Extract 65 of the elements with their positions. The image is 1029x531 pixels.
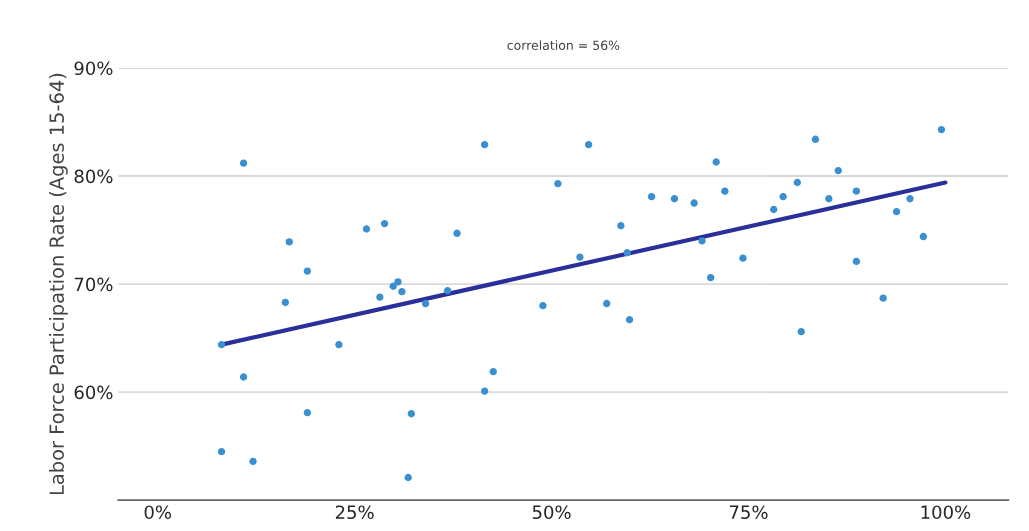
point [811, 135, 820, 143]
point [623, 249, 631, 257]
point [852, 187, 861, 195]
point [380, 219, 389, 228]
point [937, 125, 946, 134]
point [303, 409, 312, 417]
point [670, 195, 679, 203]
x-tick-label: 100% [921, 505, 971, 520]
point [584, 141, 593, 149]
point [797, 327, 805, 336]
y-tick-label: 80% [74, 169, 113, 184]
point [625, 316, 634, 324]
text: correlation = 56% [507, 40, 620, 50]
point [603, 299, 611, 308]
y-axis-title: Labor Force Participation Rate (Ages 15-64) [48, 73, 68, 495]
point [879, 294, 887, 302]
point [281, 298, 289, 307]
point [698, 237, 706, 245]
y-tick-label: 90% [74, 61, 113, 76]
point [249, 457, 257, 465]
y-tick-label: 60% [74, 385, 113, 400]
point [793, 178, 801, 187]
point [389, 282, 397, 290]
point [217, 340, 226, 349]
point [239, 373, 248, 381]
point [617, 222, 625, 230]
point [712, 158, 720, 166]
x-tick-label: 0% [144, 505, 172, 520]
point [362, 225, 371, 233]
point [834, 166, 842, 175]
point [443, 286, 452, 295]
point [539, 302, 547, 310]
point [421, 299, 430, 308]
x-tick-label: 25% [335, 505, 374, 520]
point [721, 187, 729, 195]
point [906, 195, 914, 203]
point [770, 205, 778, 214]
point [919, 232, 928, 241]
point [825, 195, 833, 203]
point [407, 410, 416, 418]
y-tick-label: 70% [74, 277, 113, 292]
point [453, 229, 461, 237]
point [647, 192, 656, 201]
point [285, 238, 293, 246]
point [852, 257, 861, 266]
point [739, 254, 747, 262]
point [690, 199, 698, 207]
point [217, 447, 226, 456]
point [394, 278, 402, 286]
point [489, 367, 497, 376]
point [554, 179, 562, 188]
point [303, 267, 312, 275]
x-tick-label: 75% [729, 505, 768, 520]
point [404, 473, 412, 482]
point [239, 159, 248, 167]
point [480, 141, 489, 149]
point [398, 287, 406, 296]
x-tick-label: 50% [532, 505, 571, 520]
point [376, 293, 384, 301]
point [779, 192, 787, 201]
point [480, 387, 489, 395]
point [892, 208, 901, 216]
point [576, 253, 584, 261]
point [335, 340, 343, 349]
point [707, 273, 715, 282]
